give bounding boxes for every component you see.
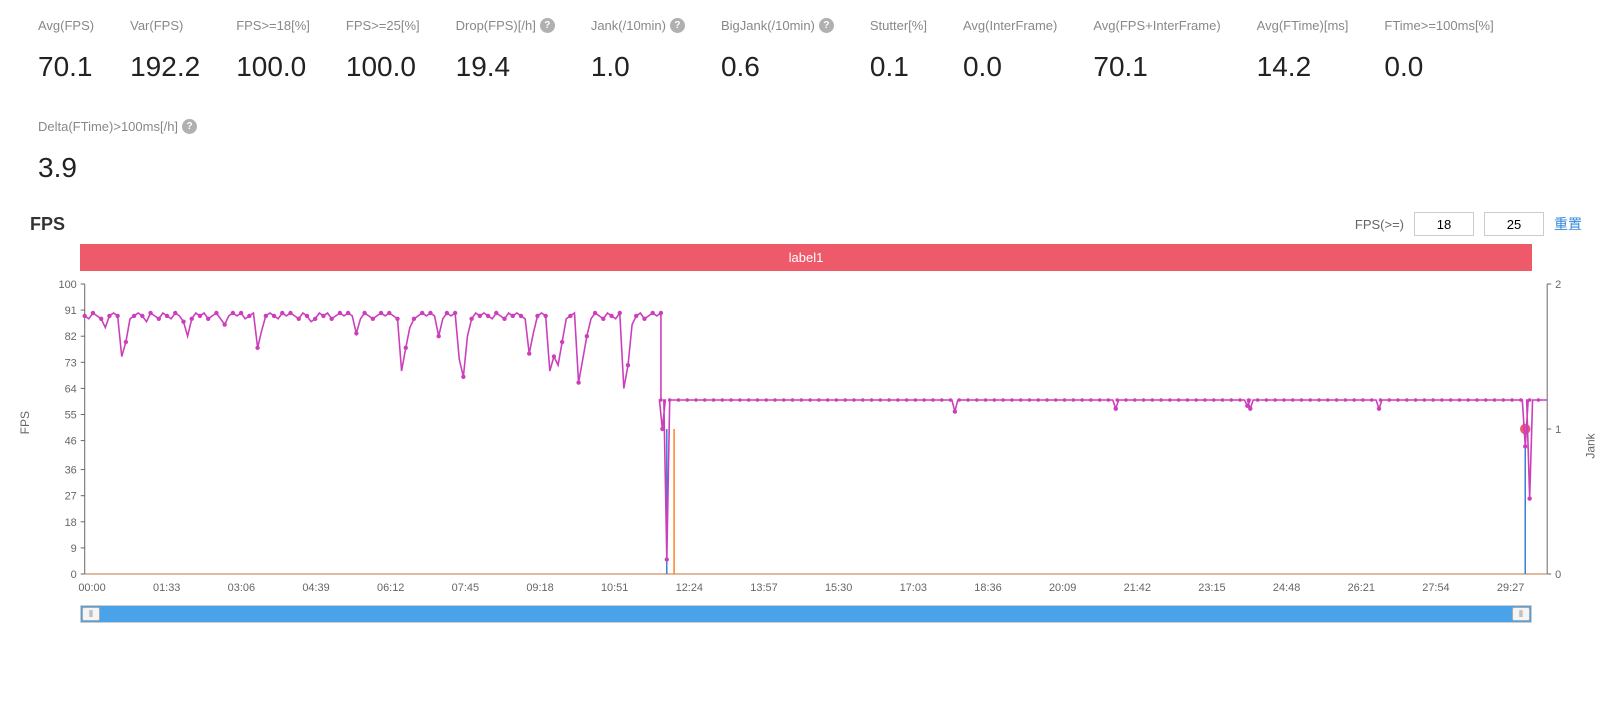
svg-text:36: 36: [65, 465, 77, 477]
svg-text:46: 46: [65, 436, 77, 448]
svg-text:06:12: 06:12: [377, 582, 404, 594]
metric-label: FPS>=18[%]: [236, 18, 310, 33]
svg-text:18: 18: [65, 517, 77, 529]
metric-value: 0.0: [1384, 51, 1493, 83]
svg-text:07:45: 07:45: [452, 582, 479, 594]
metric-value: 100.0: [346, 51, 420, 83]
metric-value: 19.4: [456, 51, 555, 83]
metrics-row: Avg(FPS) 70.1 Var(FPS) 192.2 FPS>=18[%] 100.0…: [20, 10, 1592, 91]
svg-text:73: 73: [65, 357, 77, 369]
svg-text:24:48: 24:48: [1273, 582, 1300, 594]
svg-text:10:51: 10:51: [601, 582, 628, 594]
metric-dropfpsh: Drop(FPS)[/h]? 19.4: [438, 10, 573, 91]
metric-value: 1.0: [591, 51, 685, 83]
metric-value: 192.2: [130, 51, 200, 83]
metric-label: Drop(FPS)[/h]?: [456, 18, 555, 33]
help-icon[interactable]: ?: [819, 18, 834, 33]
svg-text:21:42: 21:42: [1124, 582, 1151, 594]
y-axis-right-label: Jank: [1583, 433, 1597, 458]
metric-label: Var(FPS): [130, 18, 200, 33]
svg-text:29:27: 29:27: [1497, 582, 1524, 594]
help-icon[interactable]: ?: [670, 18, 685, 33]
metric-bigjank10min: BigJank(/10min)? 0.6: [703, 10, 852, 91]
svg-text:15:30: 15:30: [825, 582, 852, 594]
metric-value: 70.1: [1093, 51, 1220, 83]
y-axis-left-label: FPS: [18, 411, 32, 434]
fps-chart-svg: 0 9 18 27 36 46 55 64 73 82 91 100 0 1 2 00:00 01:33 03:0…: [30, 279, 1582, 599]
svg-text:12:24: 12:24: [676, 582, 703, 594]
metric-avgftimems: Avg(FTime)[ms] 14.2: [1239, 10, 1367, 91]
svg-text:9: 9: [71, 543, 77, 555]
scroll-handle-left[interactable]: [82, 607, 100, 621]
metric-deltaftime100msh: Delta(FTime)>100ms[/h]? 3.9: [20, 111, 215, 192]
metric-value: 70.1: [38, 51, 94, 83]
svg-text:100: 100: [58, 279, 76, 291]
svg-text:0: 0: [1555, 569, 1561, 581]
fps-controls: FPS(>=) 重置: [1355, 212, 1582, 236]
metric-fps25: FPS>=25[%] 100.0: [328, 10, 438, 91]
metric-label: BigJank(/10min)?: [721, 18, 834, 33]
metric-label: Avg(FPS): [38, 18, 94, 33]
fps-threshold-2-input[interactable]: [1484, 212, 1544, 236]
svg-text:27:54: 27:54: [1422, 582, 1449, 594]
metric-ftime100ms: FTime>=100ms[%] 0.0: [1366, 10, 1511, 91]
metric-varfps: Var(FPS) 192.2: [112, 10, 218, 91]
metric-label: Avg(InterFrame): [963, 18, 1057, 33]
help-icon[interactable]: ?: [182, 119, 197, 134]
reset-link[interactable]: 重置: [1554, 214, 1582, 234]
svg-text:03:06: 03:06: [228, 582, 255, 594]
metric-avgfpsinterframe: Avg(FPS+InterFrame) 70.1: [1075, 10, 1238, 91]
metric-label: Stutter[%]: [870, 18, 927, 33]
svg-text:2: 2: [1555, 279, 1561, 291]
svg-text:17:03: 17:03: [900, 582, 927, 594]
metric-value: 0.1: [870, 51, 927, 83]
svg-text:00:00: 00:00: [78, 582, 105, 594]
svg-text:04:39: 04:39: [302, 582, 329, 594]
svg-text:23:15: 23:15: [1198, 582, 1225, 594]
metric-label: Delta(FTime)>100ms[/h]?: [38, 119, 197, 134]
chart-label-bar: label1: [80, 244, 1532, 271]
svg-text:55: 55: [65, 409, 77, 421]
metric-label: Jank(/10min)?: [591, 18, 685, 33]
metric-avgfps: Avg(FPS) 70.1: [20, 10, 112, 91]
metrics-row-2: Delta(FTime)>100ms[/h]? 3.9: [20, 111, 1592, 192]
svg-text:09:18: 09:18: [526, 582, 553, 594]
svg-text:13:57: 13:57: [750, 582, 777, 594]
help-icon[interactable]: ?: [540, 18, 555, 33]
svg-text:27: 27: [65, 491, 77, 503]
svg-text:20:09: 20:09: [1049, 582, 1076, 594]
chart-header: FPS FPS(>=) 重置: [20, 212, 1592, 236]
metric-label: FPS>=25[%]: [346, 18, 420, 33]
svg-text:1: 1: [1555, 424, 1561, 436]
svg-text:01:33: 01:33: [153, 582, 180, 594]
svg-text:64: 64: [65, 383, 77, 395]
svg-text:91: 91: [65, 305, 77, 317]
fps-threshold-label: FPS(>=): [1355, 217, 1404, 232]
metric-fps18: FPS>=18[%] 100.0: [218, 10, 328, 91]
chart-plot-area[interactable]: 0 9 18 27 36 46 55 64 73 82 91 100 0 1 2 00:00 01:33 03:0…: [30, 279, 1582, 599]
svg-text:26:21: 26:21: [1348, 582, 1375, 594]
chart-container: label1 0 9 18 27 36 46 55 64 73 82 91 100 0 1 2 00:00 01…: [20, 244, 1592, 623]
metric-value: 0.6: [721, 51, 834, 83]
metric-avginterframe: Avg(InterFrame) 0.0: [945, 10, 1075, 91]
metric-label: Avg(FPS+InterFrame): [1093, 18, 1220, 33]
metric-value: 100.0: [236, 51, 310, 83]
metric-value: 14.2: [1257, 51, 1349, 83]
metric-stutter: Stutter[%] 0.1: [852, 10, 945, 91]
metric-value: 3.9: [38, 152, 197, 184]
chart-title: FPS: [30, 214, 65, 235]
scroll-handle-right[interactable]: [1512, 607, 1530, 621]
metric-label: Avg(FTime)[ms]: [1257, 18, 1349, 33]
svg-text:0: 0: [71, 569, 77, 581]
fps-threshold-1-input[interactable]: [1414, 212, 1474, 236]
svg-text:82: 82: [65, 331, 77, 343]
svg-text:18:36: 18:36: [974, 582, 1001, 594]
metric-value: 0.0: [963, 51, 1057, 83]
metric-jank10min: Jank(/10min)? 1.0: [573, 10, 703, 91]
chart-scrollbar[interactable]: [80, 605, 1532, 623]
metric-label: FTime>=100ms[%]: [1384, 18, 1493, 33]
